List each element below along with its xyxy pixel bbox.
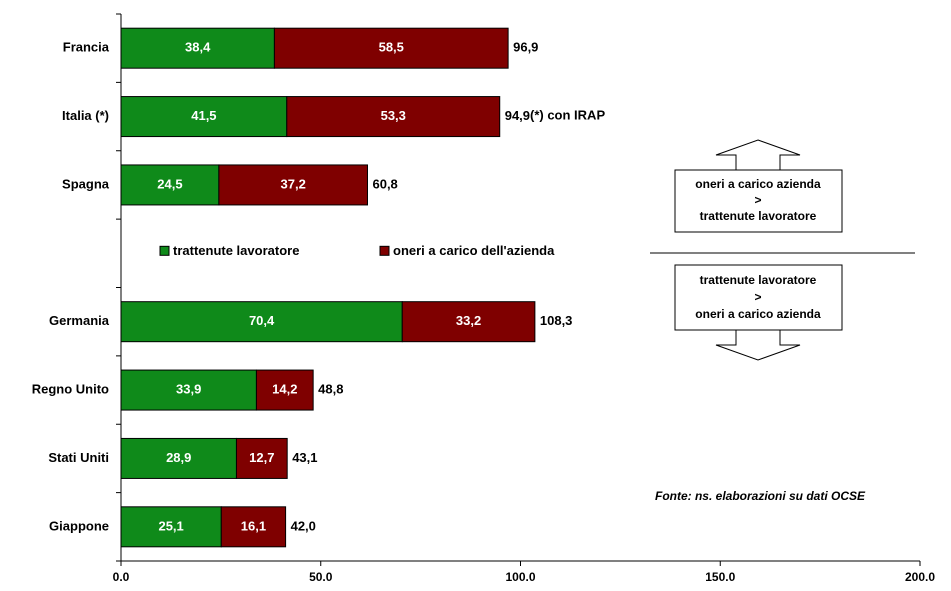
lower-box (674, 264, 843, 331)
legend-label: trattenute lavoratore (173, 243, 299, 258)
bar-segment (273, 27, 509, 69)
value-label: 25,1 (158, 518, 183, 533)
upper-box (674, 169, 843, 233)
total-label: 42,0 (291, 518, 316, 533)
x-tick-label: 150.0 (705, 570, 735, 584)
value-label: 38,4 (185, 40, 211, 55)
value-label: 70,4 (249, 313, 275, 328)
source: Fonte: ns. elaborazioni su dati OCSE (655, 489, 866, 503)
value-label: 41,5 (191, 108, 216, 123)
total-label: 43,1 (292, 450, 317, 465)
bar-segment (286, 96, 501, 138)
x-tick-label: 0.0 (113, 570, 130, 584)
y-tick-label: Regno Unito (32, 382, 109, 397)
value-label: 12,7 (249, 450, 274, 465)
total-label: 108,3 (540, 313, 573, 328)
bar-segment (401, 301, 536, 343)
value-label: 28,9 (166, 450, 191, 465)
total-label: 48,8 (318, 382, 343, 397)
down-arrow (715, 329, 801, 361)
legend-label: oneri a carico dell'azienda (393, 243, 555, 258)
x-tick-label: 100.0 (505, 570, 535, 584)
x-tick-label: 200.0 (905, 570, 935, 584)
y-tick-label: Germania (49, 313, 110, 328)
value-label: 14,2 (272, 382, 297, 397)
total-label: 60,8 (372, 176, 397, 191)
up-arrow (715, 139, 801, 171)
box-text: trattenute lavoratore (700, 209, 817, 223)
bar-segment (235, 437, 288, 479)
value-label: 53,3 (381, 108, 406, 123)
value-label: 37,2 (281, 176, 306, 191)
y-tick-label: Francia (63, 40, 110, 55)
bar-segment (120, 301, 403, 343)
legend-swatch (159, 245, 170, 256)
value-label: 33,9 (176, 382, 201, 397)
box-text: > (754, 290, 761, 304)
legend-swatch (379, 245, 390, 256)
value-label: 58,5 (379, 40, 404, 55)
box-text: trattenute lavoratore (700, 273, 817, 287)
box-text: oneri a carico azienda (695, 177, 821, 191)
y-tick-label: Giappone (49, 518, 109, 533)
y-tick-label: Stati Uniti (48, 450, 109, 465)
total-label: 96,9 (513, 40, 538, 55)
bar-segment (120, 164, 220, 206)
value-label: 24,5 (157, 176, 182, 191)
value-label: 33,2 (456, 313, 481, 328)
note: (*) con IRAP (530, 107, 605, 122)
box-text: oneri a carico azienda (695, 307, 821, 321)
bar-segment (220, 506, 287, 548)
total-label: 94,9 (505, 108, 530, 123)
bar-segment (120, 27, 275, 69)
bar-segment (120, 369, 257, 411)
bar-segment (218, 164, 368, 206)
y-tick-label: Spagna (62, 176, 110, 191)
bar-segment (255, 369, 314, 411)
box-text: > (754, 193, 761, 207)
value-label: 16,1 (241, 518, 266, 533)
x-tick-label: 50.0 (309, 570, 333, 584)
bar-segment (120, 506, 222, 548)
y-tick-label: Italia (*) (62, 108, 109, 123)
